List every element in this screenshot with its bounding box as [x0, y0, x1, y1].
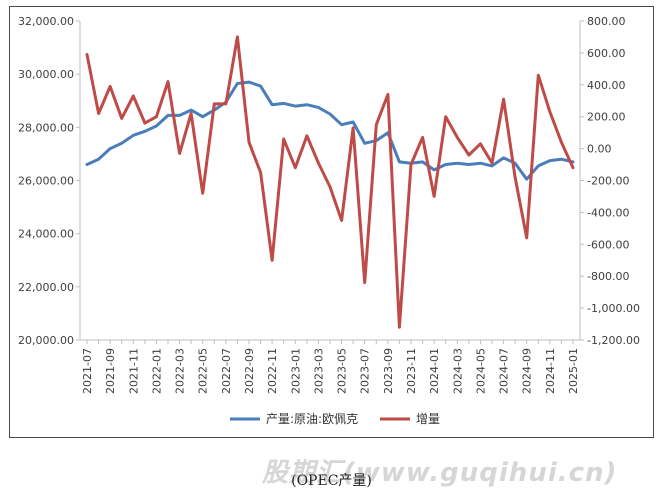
y-right-tick-label: -400.00 [587, 206, 629, 219]
y-right-tick-label: -600.00 [587, 238, 629, 251]
x-tick-label: 2022-07 [220, 348, 233, 394]
chart-frame: 20,000.00 22,000.00 24,000.00 26,000.00 28,0… [9, 6, 654, 438]
x-tick-label: 2023-09 [382, 348, 395, 394]
x-tick-label: 2024-09 [521, 348, 534, 394]
x-tick-label: 2024-03 [451, 348, 464, 394]
x-tick-label: 2024-11 [544, 348, 557, 394]
x-tick-label: 2021-11 [127, 348, 140, 394]
y-left-tick-label: 24,000.00 [18, 228, 74, 241]
y-right-tick-label: 200.00 [587, 111, 626, 124]
x-tick-label: 2021-07 [81, 348, 94, 394]
x-tick-label: 2023-11 [405, 348, 418, 394]
x-tick-label: 2021-09 [104, 348, 117, 394]
x-tick-label: 2024-01 [428, 348, 441, 394]
x-tick-label: 2025-01 [567, 348, 580, 394]
x-tick-label: 2024-05 [474, 348, 487, 394]
x-tick-label: 2022-03 [174, 348, 187, 394]
legend-label-increment: 增量 [416, 412, 440, 426]
line-chart: 20,000.00 22,000.00 24,000.00 26,000.00 28,0… [18, 15, 640, 426]
legend-label-opec-output: 产量:原油:欧佩克 [266, 412, 358, 426]
x-tick-label: 2022-05 [197, 348, 210, 394]
y-left-tick-label: 26,000.00 [18, 175, 74, 188]
y-right-tick-label: -200.00 [587, 175, 629, 188]
y-right-tick-label: -1,000.00 [587, 302, 640, 315]
x-tick-label: 2023-05 [336, 348, 349, 394]
y-right-tick-label: -1,200.00 [587, 334, 640, 347]
x-tick-label: 2023-01 [289, 348, 302, 394]
series-line-opec-output [85, 80, 575, 181]
x-tick-label: 2022-11 [266, 348, 279, 394]
chart-caption: (OPEC产量) [291, 473, 372, 489]
x-tick-label: 2023-07 [359, 348, 372, 394]
y-left-tick-label: 32,000.00 [18, 15, 74, 28]
series-line-increment [85, 35, 575, 329]
y-right-tick-label: 400.00 [587, 79, 626, 92]
y-right-tick-label: 0.00 [587, 143, 612, 156]
x-tick-label: 2024-07 [498, 348, 511, 394]
y-left-tick-label: 20,000.00 [18, 334, 74, 347]
y-left-tick-label: 30,000.00 [18, 68, 74, 81]
x-tick-label: 2022-09 [243, 348, 256, 394]
y-left-tick-label: 22,000.00 [18, 281, 74, 294]
x-tick-label: 2023-03 [312, 348, 325, 394]
y-right-tick-label: -800.00 [587, 270, 629, 283]
x-tick-label: 2022-01 [150, 348, 163, 394]
y-right-tick-label: 600.00 [587, 47, 626, 60]
y-right-tick-label: 800.00 [587, 15, 626, 28]
watermark: 股期汇(www.guqihui.cn) [262, 458, 618, 488]
y-left-tick-label: 28,000.00 [18, 121, 74, 134]
